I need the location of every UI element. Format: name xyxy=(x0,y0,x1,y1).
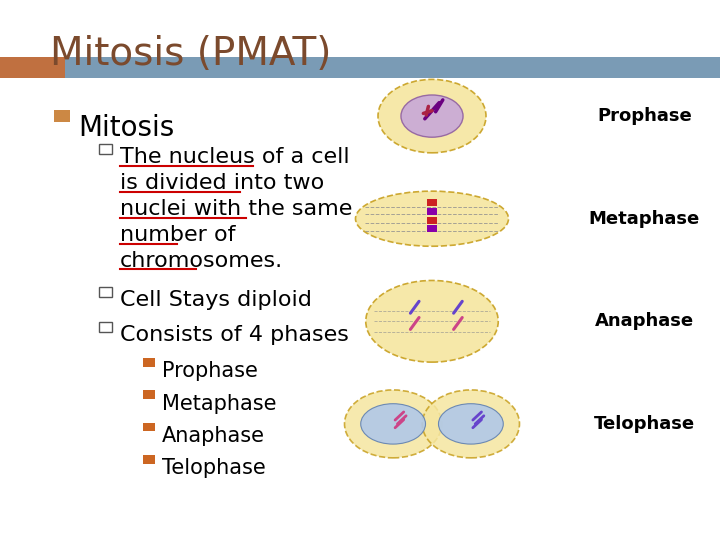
Bar xyxy=(65,57,720,78)
Bar xyxy=(99,144,112,154)
Text: Telophase: Telophase xyxy=(594,415,695,433)
Text: nuclei with the same: nuclei with the same xyxy=(120,199,352,219)
Text: chromosomes.: chromosomes. xyxy=(120,251,283,271)
Text: Metaphase: Metaphase xyxy=(589,210,700,228)
Text: Cell Stays diploid: Cell Stays diploid xyxy=(120,290,311,310)
Ellipse shape xyxy=(356,191,508,246)
Text: Mitosis (PMAT): Mitosis (PMAT) xyxy=(50,35,332,73)
Text: Anaphase: Anaphase xyxy=(162,426,265,446)
Ellipse shape xyxy=(344,390,441,458)
Bar xyxy=(143,423,155,431)
Bar xyxy=(143,390,155,399)
Text: Telophase: Telophase xyxy=(162,458,266,478)
Ellipse shape xyxy=(438,404,503,444)
Bar xyxy=(143,455,155,464)
Text: Prophase: Prophase xyxy=(597,107,692,125)
Bar xyxy=(99,287,112,297)
Bar xyxy=(427,225,437,232)
Text: Metaphase: Metaphase xyxy=(162,394,276,414)
Bar xyxy=(427,199,437,206)
Ellipse shape xyxy=(378,79,486,153)
Text: number of: number of xyxy=(120,225,235,245)
Bar xyxy=(427,217,437,224)
Ellipse shape xyxy=(422,390,520,458)
Ellipse shape xyxy=(401,95,463,137)
Bar xyxy=(0,57,65,78)
Bar xyxy=(143,358,155,367)
Text: Consists of 4 phases: Consists of 4 phases xyxy=(120,325,348,345)
Text: Mitosis: Mitosis xyxy=(78,114,175,143)
Bar xyxy=(99,322,112,332)
Ellipse shape xyxy=(361,404,426,444)
Text: The nucleus of a cell: The nucleus of a cell xyxy=(120,147,349,167)
Ellipse shape xyxy=(366,280,498,362)
Text: Anaphase: Anaphase xyxy=(595,312,694,330)
Text: Prophase: Prophase xyxy=(162,361,258,381)
Bar xyxy=(54,110,70,122)
Text: is divided into two: is divided into two xyxy=(120,173,324,193)
Bar xyxy=(427,208,437,215)
